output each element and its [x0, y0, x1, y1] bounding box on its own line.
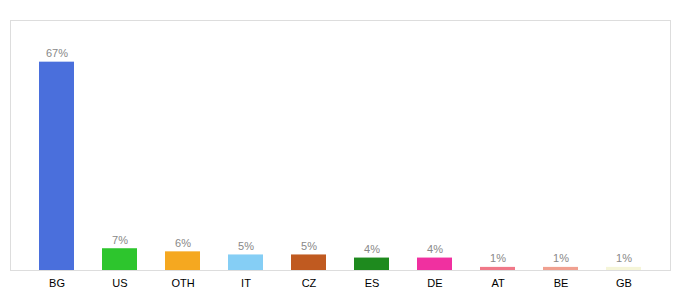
svg-text:5%: 5%: [238, 240, 254, 252]
svg-text:DE: DE: [427, 277, 442, 289]
svg-text:AT: AT: [491, 277, 505, 289]
svg-text:BG: BG: [49, 277, 65, 289]
svg-text:BE: BE: [554, 277, 569, 289]
svg-text:4%: 4%: [364, 243, 380, 255]
svg-text:6%: 6%: [175, 237, 191, 249]
svg-text:1%: 1%: [553, 252, 569, 264]
svg-text:4%: 4%: [427, 243, 443, 255]
svg-text:1%: 1%: [616, 252, 632, 264]
svg-text:ES: ES: [365, 277, 380, 289]
svg-text:1%: 1%: [490, 252, 506, 264]
svg-text:67%: 67%: [46, 47, 68, 59]
svg-text:IT: IT: [241, 277, 251, 289]
svg-text:5%: 5%: [301, 240, 317, 252]
svg-text:7%: 7%: [112, 234, 128, 246]
svg-text:OTH: OTH: [171, 277, 194, 289]
svg-text:CZ: CZ: [302, 277, 317, 289]
svg-text:US: US: [112, 277, 127, 289]
svg-text:GB: GB: [616, 277, 632, 289]
